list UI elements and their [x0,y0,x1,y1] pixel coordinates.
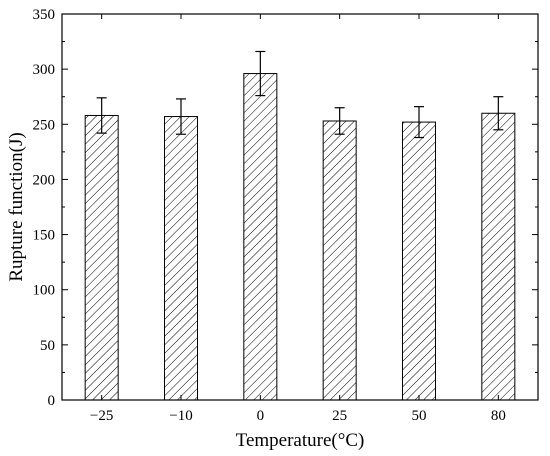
y-tick-label: 300 [33,62,56,78]
x-tick-label: −25 [90,408,113,424]
x-tick-label: 25 [332,408,347,424]
x-tick-label: 80 [491,408,506,424]
x-axis-label: Temperature(°C) [236,430,365,451]
y-axis-label: Rupture function(J) [6,132,27,281]
y-tick-label: 50 [40,338,55,354]
y-tick-label: 100 [33,283,56,299]
y-tick-label: 250 [33,117,56,133]
bar [84,114,119,401]
x-tick-label: 50 [412,408,427,424]
bar [243,73,278,401]
bar [322,120,357,401]
x-tick-label: 0 [257,408,265,424]
plot-area [61,13,539,401]
y-tick-label: 350 [33,7,56,23]
bar [402,121,436,401]
y-tick-label: 200 [33,172,56,188]
bar [481,112,516,401]
error-bars-group [96,50,504,139]
y-tick-label: 150 [33,228,56,244]
y-axis: 0 50 100 150 200 250 300 350 [33,7,538,409]
y-tick-label: 0 [48,393,56,409]
x-tick-label: −10 [169,408,192,424]
x-axis: −25 −10 0 25 50 80 [90,14,506,424]
bar [164,116,198,401]
